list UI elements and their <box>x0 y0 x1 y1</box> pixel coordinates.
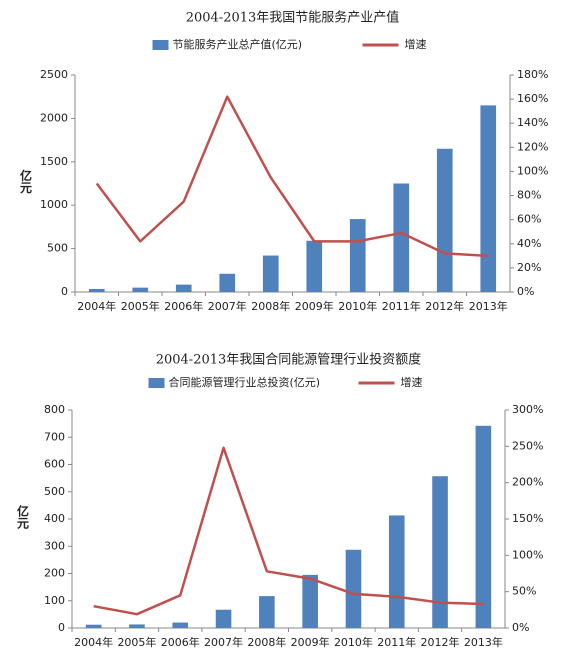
x-tick-label: 2008年 <box>247 635 286 649</box>
x-tick-label: 2010年 <box>334 635 373 649</box>
x-tick-label: 2013年 <box>464 635 503 649</box>
x-tick-label: 2007年 <box>208 299 247 313</box>
x-tick-label: 2007年 <box>204 635 243 649</box>
y-axis-label: 亿元 <box>19 168 33 194</box>
x-tick-label: 2013年 <box>469 299 508 313</box>
y2-tick-label: 180% <box>517 68 548 81</box>
bar <box>88 288 105 292</box>
bar <box>262 255 279 292</box>
y-tick-label: 200 <box>44 567 65 580</box>
x-tick-label: 2012年 <box>425 299 464 313</box>
line <box>93 446 484 616</box>
y-tick-label: 300 <box>44 539 65 552</box>
x-tick-label: 2008年 <box>251 299 290 313</box>
y2-tick-label: 50% <box>512 585 536 598</box>
y-tick-label: 600 <box>44 458 65 471</box>
legend-swatch <box>152 40 169 50</box>
y2-tick-label: 100% <box>512 548 543 561</box>
y2-tick-label: 0% <box>517 285 534 298</box>
y-tick-label: 800 <box>44 403 65 416</box>
y2-tick-label: 300% <box>512 403 543 416</box>
bar <box>388 515 405 628</box>
chart-title: 2004-2013年我国合同能源管理行业投资额度 <box>156 352 422 368</box>
y2-tick-label: 150% <box>512 512 543 525</box>
y2-tick-label: 40% <box>517 237 541 250</box>
y-tick-label: 2000 <box>40 111 68 124</box>
bar <box>132 287 149 292</box>
bar <box>345 549 362 628</box>
y2-tick-label: 0% <box>512 621 529 634</box>
y-tick-label: 500 <box>44 485 65 498</box>
x-tick-label: 2006年 <box>164 299 203 313</box>
bar <box>432 476 448 628</box>
y-tick-label: 500 <box>47 242 68 255</box>
x-tick-label: 2009年 <box>291 635 330 649</box>
legend-label: 增速 <box>401 375 423 389</box>
y-tick-label: 700 <box>44 430 65 443</box>
line <box>95 95 489 258</box>
y2-tick-label: 200% <box>512 476 543 489</box>
bar <box>475 425 492 628</box>
x-tick-label: 2011年 <box>377 635 416 649</box>
y2-tick-label: 80% <box>517 189 541 202</box>
y-axis-label: 亿元 <box>16 504 30 530</box>
x-tick-label: 2011年 <box>382 299 421 313</box>
x-tick-label: 2012年 <box>421 635 460 649</box>
bar <box>349 219 366 292</box>
bar <box>219 273 236 292</box>
y-tick-label: 100 <box>44 594 65 607</box>
bar <box>175 284 192 292</box>
y2-tick-label: 250% <box>512 439 543 452</box>
bar <box>85 624 102 628</box>
y2-tick-label: 120% <box>517 140 548 153</box>
x-tick-label: 2006年 <box>161 635 200 649</box>
bar <box>259 596 275 628</box>
y2-tick-label: 100% <box>517 164 548 177</box>
bar <box>302 574 318 628</box>
y2-tick-label: 160% <box>517 92 548 105</box>
y-tick-label: 1500 <box>40 155 68 168</box>
bar <box>393 183 410 292</box>
y-tick-label: 0 <box>58 621 65 634</box>
y2-tick-label: 20% <box>517 261 541 274</box>
y-tick-label: 1000 <box>40 198 68 211</box>
bar <box>172 622 189 628</box>
legend-label: 节能服务产业总产值(亿元) <box>173 37 303 51</box>
x-tick-label: 2005年 <box>121 299 160 313</box>
y2-tick-label: 140% <box>517 116 548 129</box>
x-tick-label: 2010年 <box>338 299 377 313</box>
bar <box>129 624 145 628</box>
x-tick-label: 2005年 <box>117 635 156 649</box>
chart-title: 2004-2013年我国节能服务产业产值 <box>186 10 400 26</box>
bar <box>436 148 453 292</box>
legend-label: 合同能源管理行业总投资(亿元) <box>169 375 321 389</box>
legend-swatch <box>148 378 165 388</box>
y-tick-label: 0 <box>61 285 68 298</box>
y2-tick-label: 60% <box>517 213 541 226</box>
legend-label: 增速 <box>405 37 427 51</box>
y-tick-label: 2500 <box>40 68 68 81</box>
bar <box>306 240 323 292</box>
bar <box>215 609 232 628</box>
bar <box>480 105 497 292</box>
x-tick-label: 2004年 <box>77 299 116 313</box>
x-tick-label: 2009年 <box>295 299 334 313</box>
x-tick-label: 2004年 <box>74 635 113 649</box>
y-tick-label: 400 <box>44 512 65 525</box>
